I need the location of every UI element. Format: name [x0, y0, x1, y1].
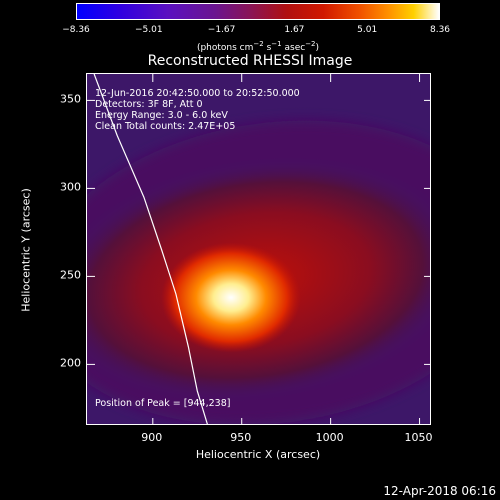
colorbar-unit: (photons cm−2 s−1 asec−2) [196, 40, 320, 53]
annotation-clean: Clean Total counts: 2.47E+05 [95, 121, 236, 132]
render-timestamp: 12-Apr-2018 06:16 [383, 484, 496, 498]
y-tick-label: 350 [60, 92, 81, 106]
solar-limb-line [93, 74, 208, 424]
colorbar-tick-label: 5.01 [357, 25, 378, 35]
y-tick-label: 200 [60, 356, 81, 370]
colorbar-tick-label: 8.36 [429, 25, 451, 35]
colorbar-tick-label: −1.67 [207, 25, 236, 35]
x-tick-label: 1050 [404, 431, 433, 444]
x-axis-label: Heliocentric X (arcsec) [195, 448, 321, 461]
y-tick-label: 300 [60, 180, 81, 194]
y-axis-label: Heliocentric Y (arcsec) [19, 188, 33, 312]
colorbar-tick-label: −8.36 [62, 25, 90, 35]
plot-title: Reconstructed RHESSI Image [147, 53, 353, 69]
annotation-time-range: 12-Jun-2016 20:42:50.000 to 20:52:50.000 [95, 88, 300, 99]
colorbar [76, 3, 440, 20]
x-tick-label: 1000 [315, 431, 344, 444]
annotation-energy: Energy Range: 3.0 - 6.0 keV [95, 110, 228, 121]
colorbar-tick-label: −5.01 [135, 25, 163, 35]
x-tick-label: 900 [141, 431, 163, 444]
heatmap-svg [87, 74, 430, 424]
y-tick-label: 250 [60, 268, 81, 282]
colorbar-tick-label: 1.67 [284, 25, 305, 35]
x-tick-label: 950 [230, 431, 252, 444]
heatmap-plot-area [86, 73, 431, 425]
annotation-detectors: Detectors: 3F 8F, Att 0 [95, 99, 203, 110]
heatmap-peak-source [161, 242, 302, 353]
annotation-peak-position: Position of Peak = [944,238] [95, 398, 231, 409]
